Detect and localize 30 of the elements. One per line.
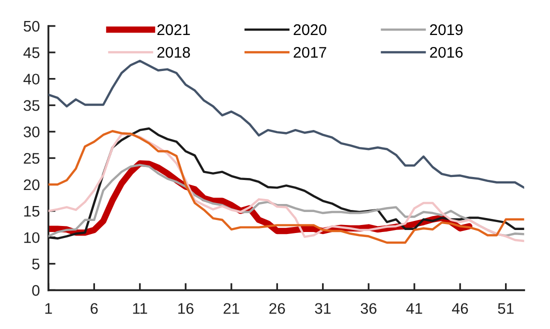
line-series	[48, 60, 524, 189]
x-tick-label: 21	[224, 303, 240, 314]
x-tick-label: 6	[90, 303, 98, 314]
x-tick-label: 1	[45, 303, 52, 314]
x-tick-label: 46	[452, 303, 468, 314]
x-tick-label: 31	[314, 303, 331, 314]
x-tick-label: 51	[498, 303, 514, 314]
y-tick-label: 10	[24, 232, 40, 244]
y-tick-label: 30	[24, 126, 40, 138]
x-tick-label: 41	[406, 303, 422, 314]
x-tick-label: 26	[269, 303, 285, 314]
y-tick-label: 15	[24, 206, 40, 217]
legend-label: 2018	[157, 46, 190, 58]
legend-label: 2021	[157, 24, 190, 36]
legend-label: 2017	[294, 46, 326, 58]
y-tick-label: 35	[24, 100, 40, 111]
y-tick-label: 0	[32, 285, 40, 296]
legend-label: 2016	[430, 46, 463, 58]
x-tick-label: 36	[360, 303, 376, 314]
x-tick-label: 16	[178, 303, 194, 314]
line-series	[48, 164, 524, 238]
y-tick-label: 50	[24, 20, 40, 32]
legend-label: 2019	[430, 24, 463, 36]
y-tick-label: 40	[23, 74, 40, 85]
legend-label: 2020	[294, 24, 326, 36]
x-tick-label: 11	[133, 303, 148, 314]
y-tick-label: 5	[32, 258, 40, 270]
y-tick-label: 45	[23, 47, 40, 58]
y-tick-label: 20	[24, 179, 40, 190]
y-tick-label: 25	[24, 152, 40, 164]
